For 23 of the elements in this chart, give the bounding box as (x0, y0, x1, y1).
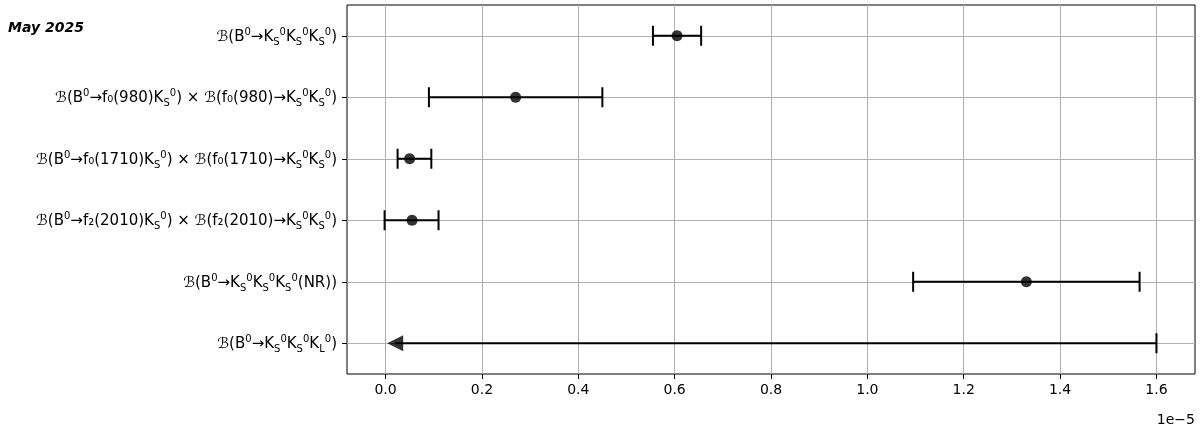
x-tick-label: 1.4 (1048, 381, 1072, 397)
category-label: ℬ(B$^{0}$→f₀(980)K$_{S}$$^{0}$) × ℬ(f₀(980)→K$_{S}$$^{0}$K$_{S}$$^{0}$) (55, 87, 337, 109)
point (387, 335, 404, 352)
category-label: ℬ(B$^{0}$→K$_{S}$$^{0}$K$_{S}$$^{0}$K$_{S}$$^{0}$) (216, 25, 337, 47)
x-tick-label: 0.0 (374, 381, 397, 397)
x-tick-label: 0.2 (470, 381, 494, 397)
x-tick-label: 1.6 (1145, 381, 1168, 397)
category-label: ℬ(B$^{0}$→K$_{S}$$^{0}$K$_{S}$$^{0}$K$_{S}$$^{0}$(NR)) (183, 271, 337, 293)
x-tick-label: 0.8 (759, 381, 783, 397)
point (406, 214, 418, 226)
x-tick-label: 1.2 (952, 381, 975, 397)
point (404, 153, 416, 165)
x-tick-label: 1.0 (856, 381, 879, 397)
category-label: ℬ(B$^{0}$→f₂(2010)K$_{S}$$^{0}$) × ℬ(f₂(2010)→K$_{S}$$^{0}$K$_{S}$$^{0}$) (36, 210, 337, 232)
category-label: ℬ(B$^{0}$→K$_{S}$$^{0}$K$_{S}$$^{0}$K$_{L}$$^{0}$) (217, 333, 337, 355)
point (1020, 276, 1032, 288)
point (510, 91, 522, 103)
x-tick-label: 0.6 (663, 381, 686, 397)
text: 1e−5 (1156, 411, 1196, 427)
x-tick-label: 0.4 (567, 381, 590, 397)
text: May 2025 (8, 19, 85, 35)
category-label: ℬ(B$^{0}$→f₀(1710)K$_{S}$$^{0}$) × ℬ(f₀(1710)→K$_{S}$$^{0}$K$_{S}$$^{0}$) (36, 148, 337, 170)
point (671, 30, 683, 42)
